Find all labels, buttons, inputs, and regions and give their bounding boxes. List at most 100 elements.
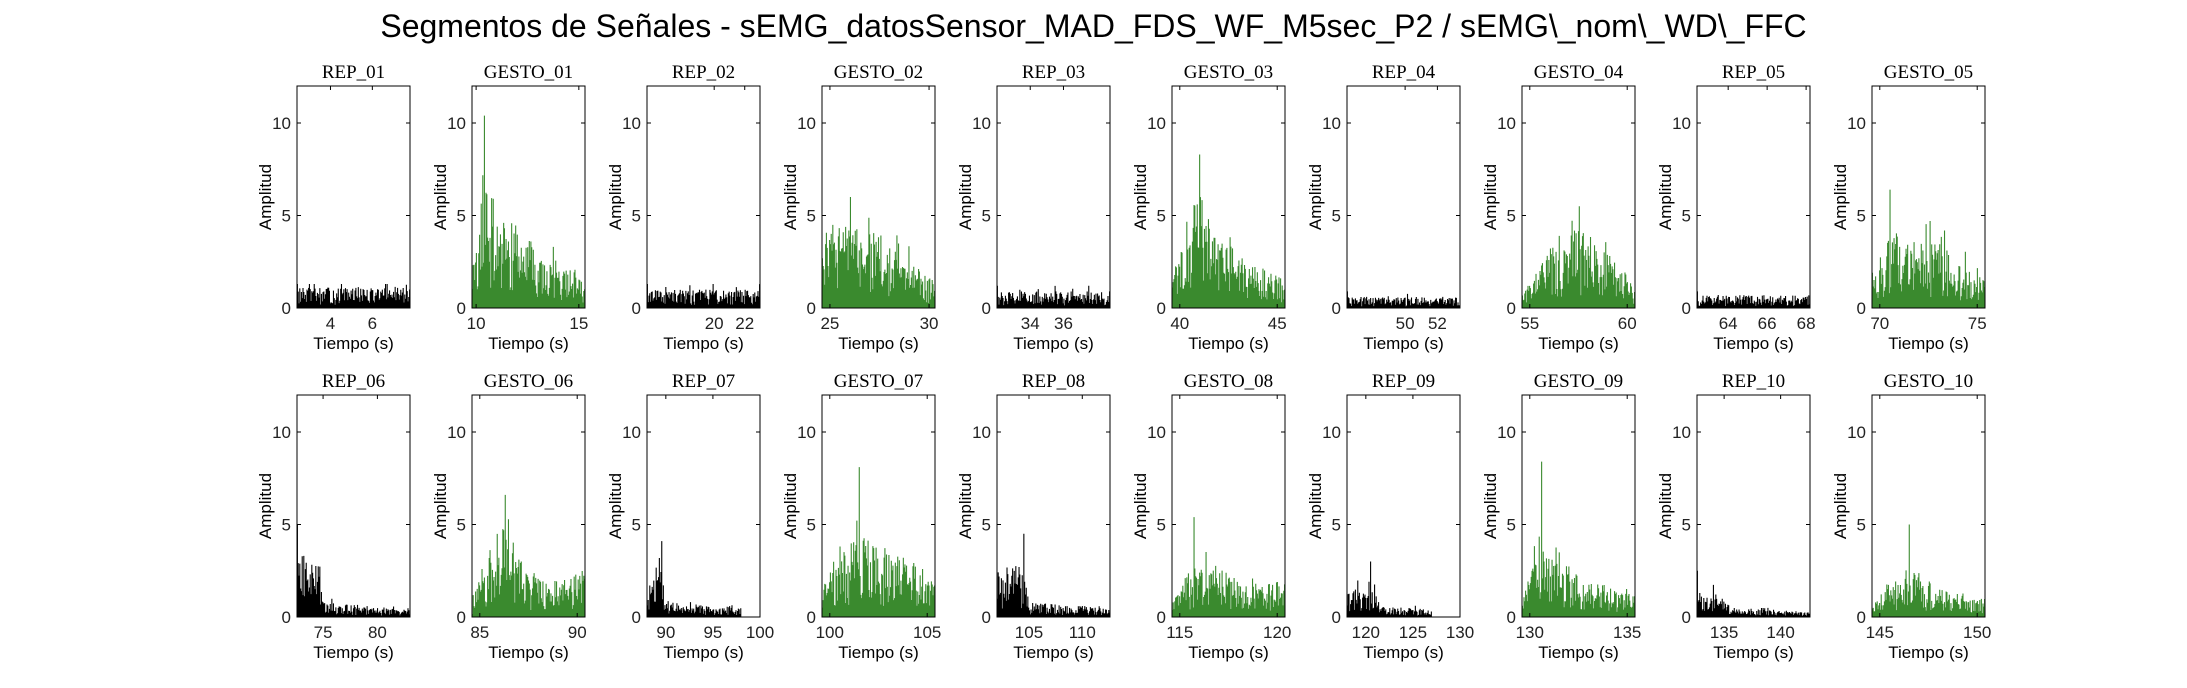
axes-frame (1171, 85, 1286, 309)
y-tick-label: 5 (282, 516, 291, 535)
subplot-gesto-06: 0 5 10 85 90 GESTO_06 Tiempo (s) Amplitud (431, 371, 587, 662)
signal-bars (821, 467, 936, 617)
signal-bars (296, 283, 411, 308)
y-tick-label: 10 (1147, 423, 1166, 442)
signal-bars (996, 285, 1111, 308)
x-tick-label: 95 (703, 623, 722, 642)
y-tick-label: 5 (1682, 207, 1691, 226)
y-axis-label: Amplitud (1481, 473, 1500, 539)
subplot-rep-04: 0 5 10 50 52 REP_04 Tiempo (s) Amplitud (1306, 62, 1461, 353)
subplot-title: REP_07 (672, 371, 735, 392)
y-tick-label: 0 (632, 299, 641, 318)
x-tick-label: 60 (1618, 314, 1637, 333)
x-tick-label: 130 (1446, 623, 1474, 642)
x-axis-label: Tiempo (s) (1363, 643, 1444, 662)
subplot-title: REP_01 (322, 62, 385, 83)
subplot-title: GESTO_09 (1534, 371, 1623, 392)
y-axis-label: Amplitud (256, 164, 275, 230)
x-tick-label: 135 (1613, 623, 1641, 642)
axes-frame (646, 85, 761, 309)
figure-title: Segmentos de Señales - sEMG_datosSensor_… (380, 8, 1807, 44)
signal-bars (1171, 517, 1286, 617)
signal-bars (1171, 154, 1286, 308)
x-tick-label: 55 (1520, 314, 1539, 333)
y-tick-label: 0 (282, 299, 291, 318)
y-tick-label: 10 (1672, 114, 1691, 133)
subplot-gesto-04: 0 5 10 55 60 GESTO_04 Tiempo (s) Amplitud (1481, 62, 1637, 353)
y-axis-label: Amplitud (1656, 164, 1675, 230)
subplot-rep-10: 0 5 10 135 140 REP_10 Tiempo (s) Amplitud (1656, 371, 1811, 662)
y-axis-label: Amplitud (606, 164, 625, 230)
x-tick-label: 6 (368, 314, 377, 333)
x-tick-label: 120 (1263, 623, 1291, 642)
x-tick-label: 20 (705, 314, 724, 333)
y-tick-label: 10 (1322, 423, 1341, 442)
x-tick-label: 75 (1968, 314, 1987, 333)
y-axis-label: Amplitud (1481, 164, 1500, 230)
subplot-title: GESTO_04 (1534, 62, 1624, 83)
subplot-rep-01: 0 5 10 4 6 REP_01 Tiempo (s) Amplitud (256, 62, 411, 353)
y-tick-label: 5 (1857, 516, 1866, 535)
x-axis-label: Tiempo (s) (1888, 334, 1969, 353)
y-tick-label: 10 (272, 114, 291, 133)
subplot-gesto-07: 0 5 10 100 105 GESTO_07 Tiempo (s) Amplitud (781, 371, 941, 662)
x-tick-label: 100 (816, 623, 844, 642)
subplot-gesto-01: 0 5 10 10 15 GESTO_01 Tiempo (s) Amplitud (431, 62, 588, 353)
y-axis-label: Amplitud (431, 473, 450, 539)
x-axis-label: Tiempo (s) (1538, 643, 1619, 662)
y-tick-label: 0 (457, 608, 466, 627)
y-axis-label: Amplitud (1131, 473, 1150, 539)
y-tick-label: 10 (1672, 423, 1691, 442)
signal-bars (1521, 206, 1636, 308)
x-tick-label: 105 (913, 623, 941, 642)
subplot-rep-05: 0 5 10 64 66 68 REP_05 Tiempo (s) Amplitud (1656, 62, 1816, 353)
x-tick-label: 110 (1069, 623, 1096, 642)
y-tick-label: 10 (797, 114, 816, 133)
x-tick-label: 68 (1797, 314, 1816, 333)
y-axis-label: Amplitud (431, 164, 450, 230)
y-tick-label: 0 (1332, 299, 1341, 318)
y-tick-label: 5 (1332, 516, 1341, 535)
x-axis-label: Tiempo (s) (313, 334, 394, 353)
x-tick-label: 4 (326, 314, 335, 333)
y-tick-label: 5 (1507, 207, 1516, 226)
signal-bars (821, 197, 936, 308)
y-axis-label: Amplitud (1306, 473, 1325, 539)
y-tick-label: 5 (982, 207, 991, 226)
subplot-title: REP_02 (672, 62, 735, 83)
y-tick-label: 10 (972, 423, 991, 442)
subplot-title: GESTO_02 (834, 62, 923, 83)
signal-bars (1696, 291, 1811, 308)
y-tick-label: 10 (447, 114, 466, 133)
axes-frame (1521, 394, 1636, 618)
x-tick-label: 130 (1516, 623, 1544, 642)
y-axis-label: Amplitud (781, 473, 800, 539)
x-axis-label: Tiempo (s) (1363, 334, 1444, 353)
y-axis-label: Amplitud (1131, 164, 1150, 230)
x-axis-label: Tiempo (s) (663, 643, 744, 662)
x-axis-label: Tiempo (s) (488, 643, 569, 662)
x-axis-label: Tiempo (s) (1713, 334, 1794, 353)
y-axis-label: Amplitud (606, 473, 625, 539)
y-tick-label: 10 (622, 423, 641, 442)
signal-bars (996, 533, 1111, 617)
y-tick-label: 0 (282, 608, 291, 627)
subplot-gesto-09: 0 5 10 130 135 GESTO_09 Tiempo (s) Amplitud (1481, 371, 1641, 662)
x-tick-label: 66 (1758, 314, 1777, 333)
y-tick-label: 0 (1682, 608, 1691, 627)
y-tick-label: 5 (457, 516, 466, 535)
y-tick-label: 0 (982, 608, 991, 627)
subplot-title: GESTO_07 (834, 371, 923, 392)
y-tick-label: 0 (807, 608, 816, 627)
x-axis-label: Tiempo (s) (1188, 643, 1269, 662)
subplot-title: REP_08 (1022, 371, 1085, 392)
x-tick-label: 105 (1015, 623, 1043, 642)
y-tick-label: 0 (1157, 608, 1166, 627)
signal-bars (1871, 524, 1986, 617)
y-tick-label: 5 (282, 207, 291, 226)
axes-frame (1696, 85, 1811, 309)
y-axis-label: Amplitud (781, 164, 800, 230)
x-tick-label: 85 (470, 623, 489, 642)
x-axis-label: Tiempo (s) (1888, 643, 1969, 662)
y-tick-label: 0 (457, 299, 466, 318)
